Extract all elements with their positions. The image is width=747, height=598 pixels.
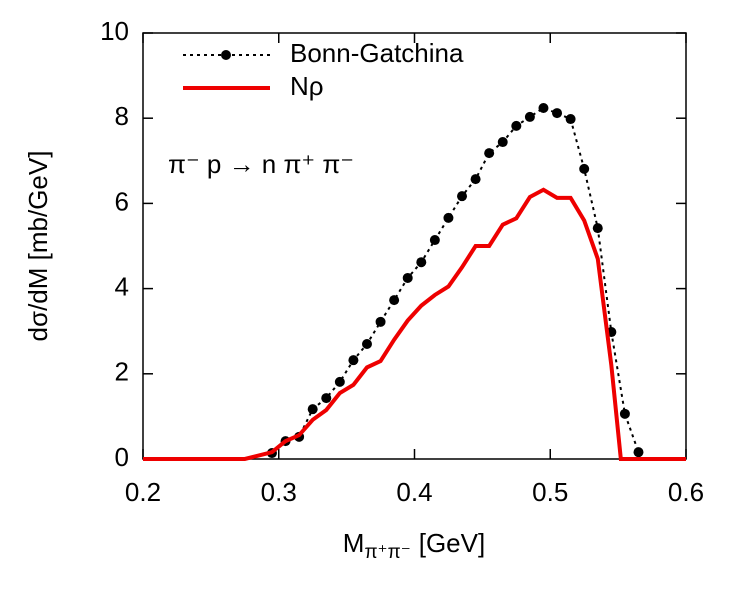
x-tick-label: 0.6 [668, 477, 704, 507]
data-point [389, 295, 400, 306]
series-line [143, 187, 686, 461]
data-point [321, 393, 332, 404]
y-axis-label: dσ/dM [mb/GeV] [23, 151, 53, 342]
data-point [497, 137, 508, 148]
x-tick-label: 0.2 [125, 477, 161, 507]
series-line [271, 106, 640, 454]
x-tick-label: 0.5 [532, 477, 568, 507]
data-point [579, 163, 590, 174]
x-label-subscript: π⁺π⁻ [364, 542, 410, 563]
y-tick-label: 8 [115, 101, 129, 131]
data-point [619, 408, 630, 419]
y-tick-label: 6 [115, 186, 129, 216]
annotation: π⁻ p → n π⁺ π⁻ [168, 149, 354, 179]
y-tick-label: 10 [100, 16, 129, 46]
y-tick-label: 4 [115, 271, 129, 301]
data-point [429, 235, 440, 246]
data-point [565, 114, 576, 125]
data-point [484, 148, 495, 159]
x-label-main: M [343, 528, 365, 558]
x-tick-label: 0.3 [261, 477, 297, 507]
x-tick-label: 0.4 [396, 477, 432, 507]
data-point [538, 102, 549, 113]
data-point [375, 316, 386, 327]
y-tick-label: 0 [115, 442, 129, 472]
data-point [552, 108, 563, 119]
x-axis-label: Mπ⁺π⁻ [GeV] [343, 528, 485, 563]
data-point [511, 120, 522, 131]
legend-label: Nρ [290, 71, 324, 101]
data-point [524, 111, 535, 122]
data-point [361, 338, 372, 349]
x-label-unit: [GeV] [419, 528, 485, 558]
data-point [334, 376, 345, 387]
legend-marker [221, 50, 231, 60]
data-point [348, 355, 359, 366]
plot-frame [142, 32, 687, 460]
legend-label: Bonn-Gatchina [290, 38, 464, 68]
data-point [592, 223, 603, 234]
data-point [307, 404, 318, 415]
y-tick-label: 2 [115, 357, 129, 387]
data-point [416, 257, 427, 268]
data-point [470, 174, 481, 185]
data-point [443, 212, 454, 223]
data-point [457, 191, 468, 202]
data-point [402, 272, 413, 283]
data-point [633, 447, 644, 458]
